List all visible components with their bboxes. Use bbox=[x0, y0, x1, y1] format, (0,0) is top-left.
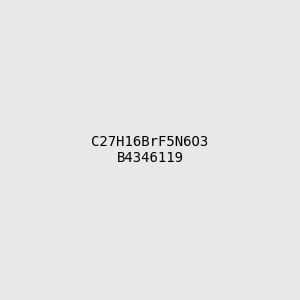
Text: C27H16BrF5N6O3
B4346119: C27H16BrF5N6O3 B4346119 bbox=[92, 135, 208, 165]
